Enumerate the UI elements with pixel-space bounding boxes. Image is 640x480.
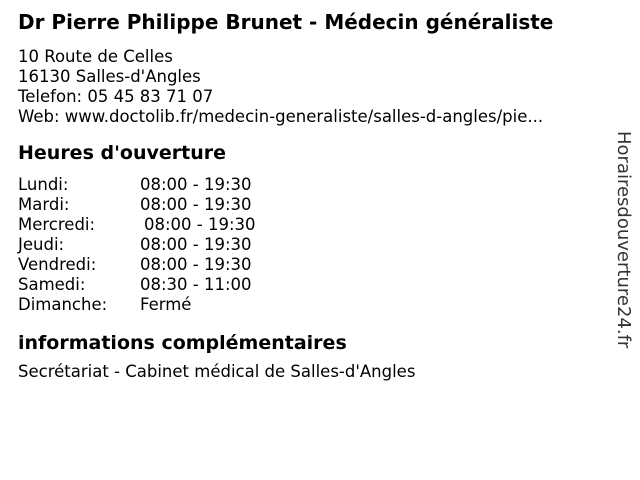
hours-row-saturday: Samedi: 08:30 - 11:00 <box>18 275 584 295</box>
hours-row-monday: Lundi: 08:00 - 19:30 <box>18 175 584 195</box>
hours-time-value: 08:00 - 19:30 <box>140 235 252 254</box>
hours-time-value: Fermé <box>140 295 192 314</box>
hours-day-label: Lundi: <box>18 175 69 194</box>
hours-day-label: Jeudi: <box>18 235 65 254</box>
hours-day-label: Dimanche: <box>18 295 108 314</box>
hours-row-friday: Vendredi: 08:00 - 19:30 <box>18 255 584 275</box>
phone-line: Telefon: 05 45 83 71 07 <box>18 87 214 106</box>
hours-time-value: 08:00 - 19:30 <box>140 195 252 214</box>
address-street: 10 Route de Celles <box>18 47 173 66</box>
hours-time-value: 08:00 - 19:30 <box>144 215 256 234</box>
contact-block: 10 Route de Celles 16130 Salles-d'Angles… <box>18 47 584 127</box>
hours-table: Lundi: 08:00 - 19:30 Mardi: 08:00 - 19:30 … <box>18 175 584 315</box>
site-watermark: Horairesdouverture24.fr <box>613 131 634 349</box>
additional-info-heading: informations complémentaires <box>18 332 347 354</box>
hours-row-thursday: Jeudi: 08:00 - 19:30 <box>18 235 584 255</box>
hours-time-value: 08:00 - 19:30 <box>140 175 252 194</box>
hours-row-sunday: Dimanche: Fermé <box>18 295 584 315</box>
hours-row-wednesday: Mercredi: 08:00 - 19:30 <box>18 215 584 235</box>
hours-day-label: Vendredi: <box>18 255 97 274</box>
hours-heading: Heures d'ouverture <box>18 142 226 164</box>
hours-time-value: 08:00 - 19:30 <box>140 255 252 274</box>
hours-row-tuesday: Mardi: 08:00 - 19:30 <box>18 195 584 215</box>
page-title: Dr Pierre Philippe Brunet - Médecin géné… <box>18 10 554 34</box>
website-link[interactable]: Web: www.doctolib.fr/medecin-generaliste… <box>18 107 544 126</box>
additional-info-text: Secrétariat - Cabinet médical de Salles-… <box>18 362 416 381</box>
hours-time-value: 08:30 - 11:00 <box>140 275 252 294</box>
hours-day-label: Mardi: <box>18 195 70 214</box>
address-city: 16130 Salles-d'Angles <box>18 67 201 86</box>
hours-day-label: Mercredi: <box>18 215 96 234</box>
hours-day-label: Samedi: <box>18 275 86 294</box>
